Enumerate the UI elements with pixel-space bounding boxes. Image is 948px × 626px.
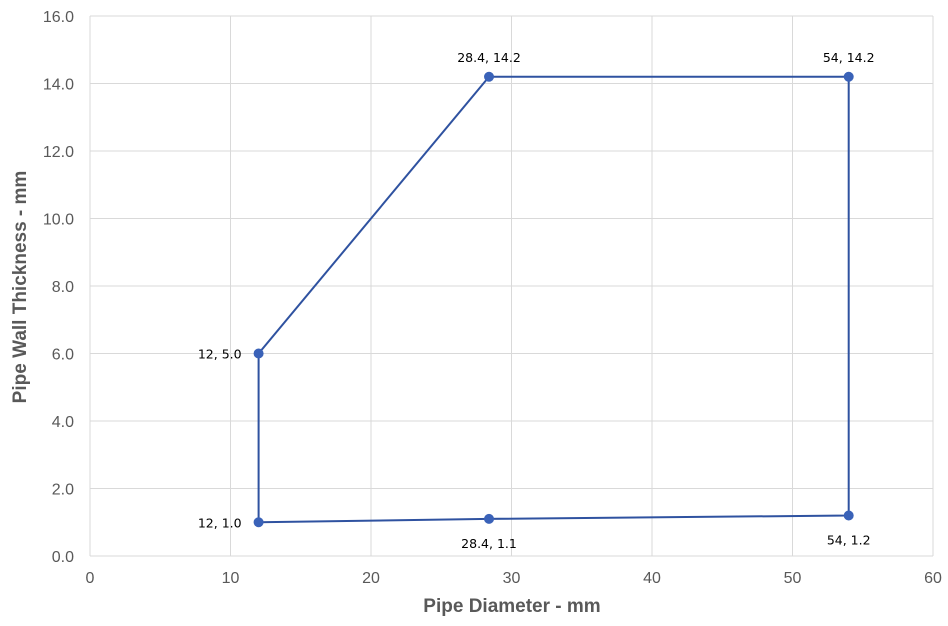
data-point bbox=[484, 513, 495, 524]
x-tick-label: 20 bbox=[362, 570, 380, 587]
y-tick-label: 0.0 bbox=[52, 549, 74, 566]
data-label: 28.4, 14.2 bbox=[457, 50, 521, 65]
x-tick-label: 30 bbox=[503, 570, 521, 587]
x-tick-label: 0 bbox=[86, 570, 95, 587]
series-line bbox=[257, 75, 850, 524]
x-axis-title: Pipe Diameter - mm bbox=[423, 596, 600, 617]
x-tick-label: 60 bbox=[924, 570, 942, 587]
x-tick-label: 50 bbox=[784, 570, 802, 587]
series bbox=[253, 71, 854, 528]
data-point bbox=[253, 517, 264, 528]
y-tick-label: 8.0 bbox=[52, 279, 74, 296]
x-tick-label: 10 bbox=[222, 570, 240, 587]
data-label: 12, 5.0 bbox=[198, 347, 242, 362]
y-tick-label: 12.0 bbox=[43, 144, 74, 161]
x-tick-label: 40 bbox=[643, 570, 661, 587]
data-point bbox=[253, 348, 264, 359]
y-tick-label: 16.0 bbox=[43, 9, 74, 26]
y-tick-label: 10.0 bbox=[43, 212, 74, 229]
y-axis-title: Pipe Wall Thickness - mm bbox=[10, 171, 31, 404]
y-tick-label: 4.0 bbox=[52, 414, 74, 431]
grid bbox=[89, 15, 934, 557]
data-labels: 12, 1.0 12, 5.0 28.4, 14.2 54, 14.2 54, 1.2 2… bbox=[198, 50, 875, 551]
data-label: 54, 14.2 bbox=[823, 50, 875, 65]
y-tick-label: 2.0 bbox=[52, 482, 74, 499]
y-tick-label: 6.0 bbox=[52, 347, 74, 364]
data-label: 12, 1.0 bbox=[198, 515, 242, 530]
tick-labels: 0.0 2.0 4.0 6.0 8.0 10.0 12.0 14.0 16.0 0 10 20 30 40… bbox=[43, 9, 942, 587]
data-label: 54, 1.2 bbox=[827, 533, 871, 548]
data-label: 28.4, 1.1 bbox=[461, 536, 517, 551]
data-point bbox=[843, 71, 854, 82]
y-tick-label: 14.0 bbox=[43, 77, 74, 94]
data-point bbox=[484, 71, 495, 82]
data-point bbox=[843, 510, 854, 521]
